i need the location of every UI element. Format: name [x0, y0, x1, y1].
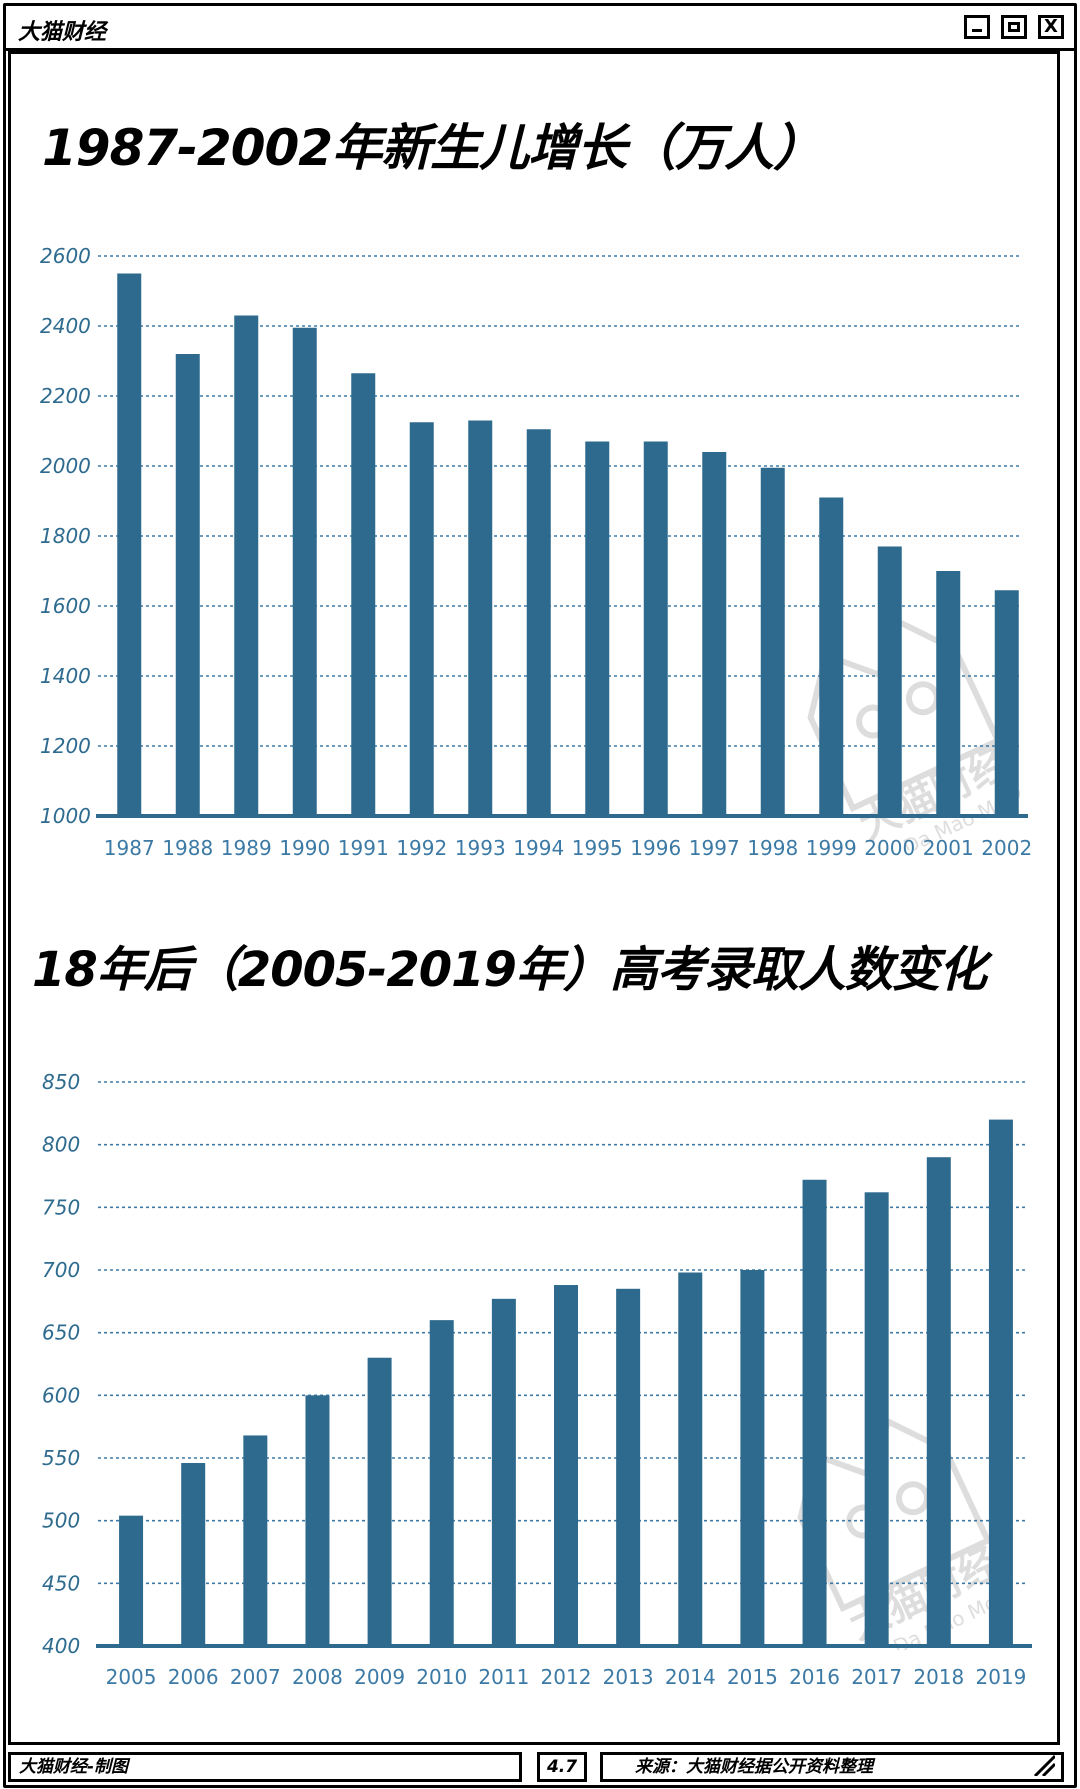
- x-tick-label: 1997: [689, 836, 740, 860]
- bar-2013: [616, 1288, 641, 1646]
- footer-page-text: 4.7: [546, 1757, 578, 1777]
- bar-2018: [926, 1157, 951, 1646]
- footer-source: 来源：大猫财经据公开资料整理: [600, 1752, 1064, 1782]
- bar-1996: [643, 441, 668, 816]
- bar-1992: [409, 422, 434, 816]
- x-tick-label: 1996: [630, 836, 681, 860]
- footer-source-text: 来源：大猫财经据公开资料整理: [635, 1757, 873, 1777]
- x-tick-label: 2017: [851, 1665, 902, 1689]
- x-tick-label: 2007: [230, 1665, 281, 1689]
- bar-2012: [554, 1285, 578, 1646]
- minimize-button[interactable]: [964, 15, 990, 39]
- x-tick-label: 1998: [747, 836, 798, 860]
- maximize-button[interactable]: [1001, 15, 1027, 39]
- bar-2011: [491, 1298, 516, 1646]
- corner-stripes-icon: [1033, 1754, 1055, 1776]
- x-tick-label: 2012: [541, 1665, 592, 1689]
- bar-1998: [760, 467, 785, 816]
- footer-credit: 大猫财经-制图: [8, 1752, 522, 1782]
- bar-1991: [351, 373, 376, 816]
- bar-2001: [936, 571, 961, 816]
- footer-page-number: 4.7: [537, 1752, 587, 1782]
- title-bar: 大猫财经 X: [6, 6, 1074, 51]
- x-tick-label: 2013: [603, 1665, 654, 1689]
- bar-2007: [243, 1435, 268, 1646]
- bar-1993: [468, 420, 493, 816]
- bar-1995: [585, 441, 610, 816]
- y-tick-label: 500: [42, 1509, 80, 1533]
- bar-2014: [678, 1272, 703, 1646]
- bar-2009: [367, 1357, 392, 1646]
- x-tick-label: 2014: [665, 1665, 716, 1689]
- x-tick-label: 1995: [572, 836, 623, 860]
- x-tick-label: 2005: [106, 1665, 157, 1689]
- bar-2010: [429, 1320, 454, 1646]
- y-tick-label: 400: [42, 1634, 80, 1658]
- x-tick-label: 1991: [338, 836, 389, 860]
- bar-2008: [305, 1395, 330, 1646]
- footer-credit-text: 大猫财经-制图: [19, 1757, 129, 1777]
- x-tick-label: 2018: [913, 1665, 964, 1689]
- y-tick-label: 1600: [40, 594, 91, 618]
- content-panel: [8, 51, 1060, 1745]
- births-bar-chart: 1000 1200 1400 1600 1800 2000 2200 2400 2600 1987…: [40, 244, 1032, 860]
- bar-2017: [864, 1192, 889, 1646]
- y-tick-label: 1200: [40, 734, 91, 758]
- bar-2016: [802, 1179, 827, 1646]
- admissions-bar-chart: 400 450 500 550 600 650 700 750 800 850 2005 2006 20…: [42, 1070, 1032, 1689]
- x-tick-label: 2000: [864, 836, 915, 860]
- bar-2002: [994, 590, 1019, 816]
- bar-1988: [175, 354, 200, 816]
- y-tick-label: 1800: [40, 524, 91, 548]
- bar-1987: [117, 273, 142, 816]
- bar-2015: [740, 1270, 765, 1646]
- y-tick-label: 2200: [40, 384, 91, 408]
- y-tick-label: 550: [42, 1446, 80, 1470]
- bar-1994: [526, 429, 551, 816]
- x-tick-label: 2001: [923, 836, 974, 860]
- x-tick-label: 1993: [455, 836, 506, 860]
- chart-title-admissions: 18年后（2005-2019年）高考录取人数变化: [32, 942, 987, 998]
- x-tick-label: 2009: [354, 1665, 405, 1689]
- x-tick-label: 2015: [727, 1665, 778, 1689]
- close-button[interactable]: X: [1038, 15, 1064, 39]
- bar-1990: [292, 327, 317, 816]
- x-tick-label: 2016: [789, 1665, 840, 1689]
- y-tick-label: 850: [42, 1070, 80, 1094]
- y-tick-label: 2400: [40, 314, 91, 338]
- y-tick-label: 450: [42, 1571, 80, 1595]
- x-tick-label: 1994: [513, 836, 564, 860]
- y-tick-label: 1400: [40, 664, 91, 688]
- x-tick-label: 2002: [981, 836, 1032, 860]
- y-tick-label: 1000: [40, 804, 91, 828]
- x-tick-label: 2011: [478, 1665, 529, 1689]
- bar-2019: [988, 1119, 1013, 1646]
- x-tick-label: 1992: [396, 836, 447, 860]
- y-tick-label: 700: [42, 1258, 80, 1282]
- x-tick-label: 1988: [162, 836, 213, 860]
- y-tick-label: 600: [42, 1383, 80, 1407]
- bar-1999: [819, 497, 844, 816]
- y-tick-label: 2600: [40, 244, 91, 268]
- x-tick-label: 2010: [416, 1665, 467, 1689]
- bar-1989: [234, 315, 259, 816]
- y-tick-label: 800: [42, 1133, 80, 1157]
- app-title: 大猫财经: [18, 20, 107, 45]
- chart-title-births: 1987-2002年新生儿增长（万人）: [42, 119, 823, 177]
- y-tick-label: 750: [42, 1195, 80, 1219]
- bar-1997: [702, 452, 727, 816]
- x-tick-label: 2019: [975, 1665, 1026, 1689]
- x-tick-label: 1999: [806, 836, 857, 860]
- x-tick-label: 1989: [221, 836, 272, 860]
- y-tick-label: 650: [42, 1321, 80, 1345]
- x-tick-label: 1987: [104, 836, 155, 860]
- x-tick-label: 1990: [279, 836, 330, 860]
- bar-2000: [877, 546, 902, 816]
- x-tick-label: 2008: [292, 1665, 343, 1689]
- x-tick-label: 2006: [168, 1665, 219, 1689]
- bar-2005: [119, 1515, 144, 1646]
- bar-2006: [181, 1463, 206, 1646]
- y-tick-label: 2000: [40, 454, 91, 478]
